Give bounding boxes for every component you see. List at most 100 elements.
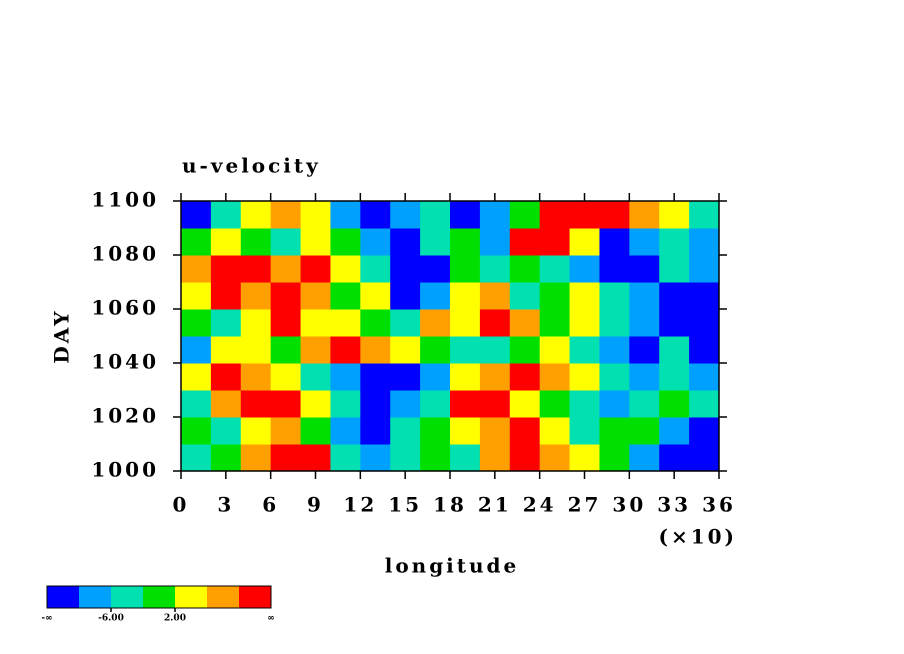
cell: [210, 390, 242, 418]
cell: [450, 309, 481, 337]
cell: [599, 282, 630, 310]
colorbar-end-label: -∞: [41, 614, 52, 624]
colorbar-box: [175, 586, 207, 608]
cell: [569, 417, 600, 445]
cell: [240, 363, 272, 391]
cell: [270, 336, 302, 364]
cell: [509, 255, 541, 283]
cell: [569, 363, 600, 391]
cell: [539, 309, 571, 337]
cell: [181, 255, 212, 283]
cell: [390, 444, 421, 472]
cell: [300, 363, 331, 391]
cell: [300, 228, 331, 256]
y-tick-label: 1000: [91, 458, 159, 482]
cell: [270, 390, 302, 418]
cell: [240, 282, 272, 310]
cell: [689, 390, 720, 418]
cell: [330, 390, 361, 418]
cell: [689, 363, 720, 391]
cell: [300, 444, 331, 472]
cell: [300, 336, 331, 364]
cell: [330, 417, 361, 445]
cell: [181, 228, 212, 256]
cell: [659, 444, 690, 472]
cell: [300, 390, 331, 418]
cell: [450, 336, 481, 364]
cell: [599, 255, 630, 283]
cell: [240, 309, 272, 337]
cell: [659, 309, 690, 337]
cell: [330, 255, 361, 283]
cell: [539, 201, 571, 229]
cell: [360, 282, 391, 310]
cell: [450, 228, 481, 256]
cell: [181, 309, 212, 337]
cell: [420, 255, 451, 283]
cell: [509, 417, 541, 445]
cell: [509, 390, 541, 418]
cell: [181, 417, 212, 445]
cell: [629, 417, 660, 445]
cell: [181, 363, 212, 391]
cell: [629, 282, 660, 310]
cell: [539, 390, 571, 418]
cell: [240, 228, 272, 256]
cell: [599, 444, 630, 472]
cell: [240, 336, 272, 364]
cell: [599, 417, 630, 445]
cell: [210, 228, 242, 256]
cell: [390, 255, 421, 283]
cell: [539, 417, 571, 445]
cell: [689, 336, 720, 364]
cell: [599, 201, 630, 229]
x-tick-label: 9: [307, 493, 324, 517]
cell: [210, 363, 242, 391]
colorbar-box: [111, 586, 143, 608]
colorbar-box: [143, 586, 175, 608]
cell: [629, 390, 660, 418]
colorbar-frame: [46, 585, 272, 609]
cell: [210, 309, 242, 337]
cell: [689, 255, 720, 283]
cell: [450, 417, 481, 445]
cell: [390, 201, 421, 229]
cell: [479, 336, 511, 364]
cell: [569, 228, 600, 256]
cell: [479, 201, 511, 229]
cell: [479, 309, 511, 337]
cell: [629, 309, 660, 337]
cell: [270, 417, 302, 445]
x-tick-label: 36: [702, 493, 736, 517]
cell: [360, 417, 391, 445]
cell: [270, 282, 302, 310]
cell: [599, 390, 630, 418]
cell: [689, 309, 720, 337]
colorbar-box: [47, 586, 79, 608]
cell: [659, 390, 690, 418]
x-tick-label: 27: [568, 493, 602, 517]
cell: [420, 363, 451, 391]
cell: [599, 363, 630, 391]
cell: [210, 336, 242, 364]
cell: [270, 255, 302, 283]
cell: [659, 255, 690, 283]
colorbar-label: -6.00: [98, 614, 124, 624]
cell: [539, 282, 571, 310]
cell: [390, 336, 421, 364]
y-tick-label: 1080: [91, 242, 159, 266]
cell: [330, 201, 361, 229]
cell: [420, 390, 451, 418]
cell: [539, 363, 571, 391]
x-tick-label: 18: [433, 493, 467, 517]
cell: [659, 201, 690, 229]
cell: [330, 282, 361, 310]
cell: [569, 255, 600, 283]
cell: [270, 444, 302, 472]
cell: [390, 417, 421, 445]
cell: [181, 201, 212, 229]
cell: [509, 336, 541, 364]
cell: [210, 444, 242, 472]
cell: [659, 336, 690, 364]
cell: [270, 309, 302, 337]
